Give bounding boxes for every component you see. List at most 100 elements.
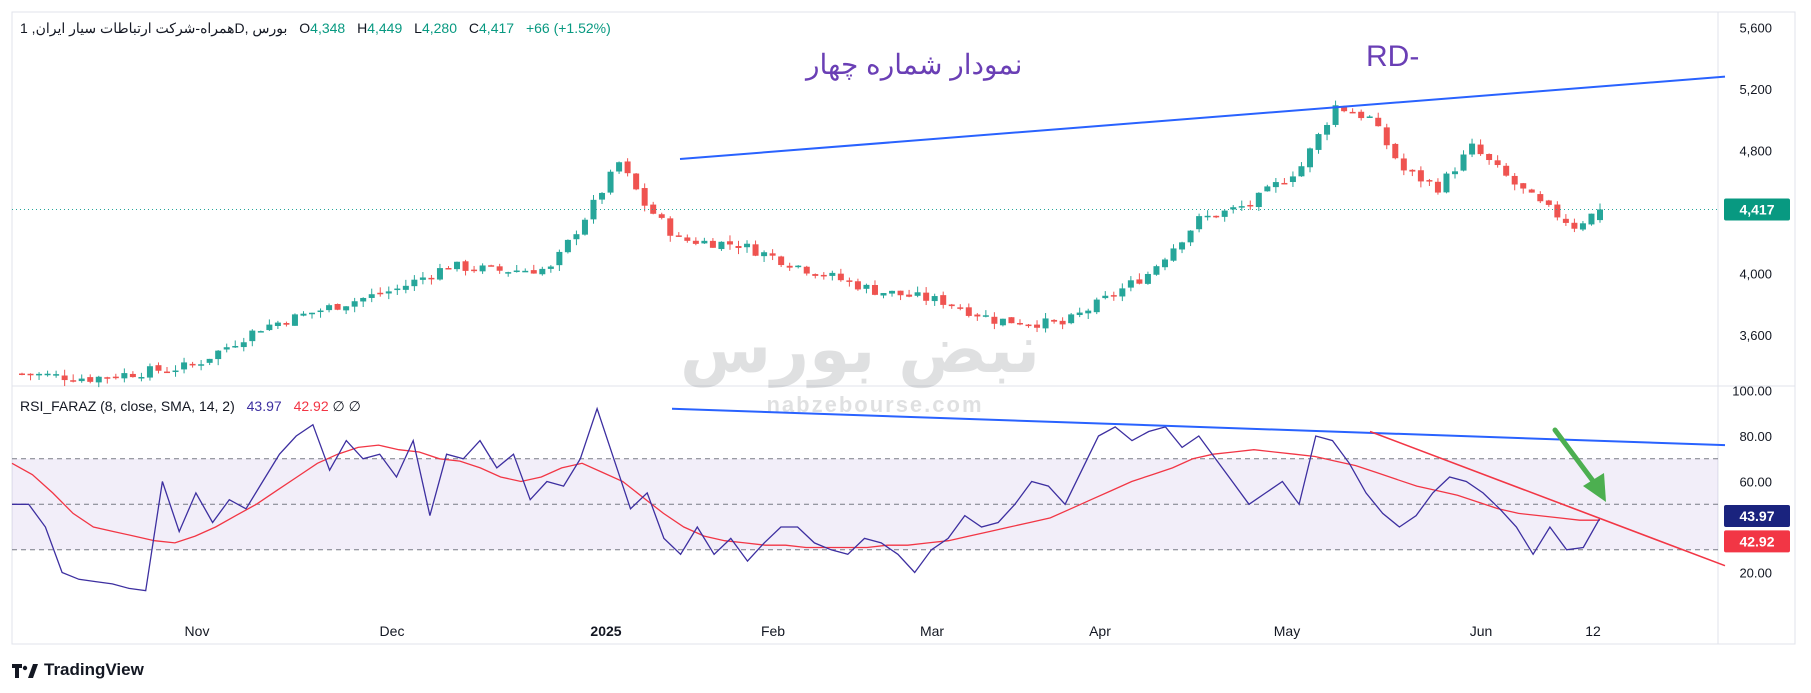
candle-body [547,266,554,269]
candle-body [999,318,1006,326]
candle-body [1230,207,1237,210]
candle-body [351,301,358,307]
candle [206,358,213,366]
candle-body [846,280,853,282]
candle [786,262,793,271]
candle-body [837,273,844,281]
candle [1400,153,1407,176]
candle [667,216,674,242]
candle [914,286,921,298]
candle [1221,209,1228,222]
candle [215,350,222,366]
candle [513,264,520,273]
candle-body [1511,175,1518,185]
candle [1264,184,1271,192]
candle-body [394,288,401,291]
candle-body [1161,259,1168,268]
candle [1247,200,1254,210]
candle-body [138,377,145,379]
ohlc-legend: همراه-شرکت ارتباطات سیار ایران, 1D, بورس… [20,20,611,37]
candle-body [1068,314,1075,324]
candle [1136,273,1143,285]
candle-body [1136,279,1143,284]
candle-body [198,364,205,366]
rsi-value-badge [1724,504,1790,527]
candle-body [1409,169,1416,172]
candle-body [326,305,333,311]
candle-body [795,265,802,268]
candle-body [266,324,273,331]
time-tick-label: 2025 [590,623,621,639]
candle-body [923,292,930,301]
candle-body [1528,189,1535,193]
candle [44,370,51,377]
candle-body [607,171,614,193]
rsi-trendline-red [1369,430,1726,567]
symbol-title[interactable]: همراه-شرکت ارتباطات سیار ایران, 1D, بورس [20,20,288,36]
candle-body [104,377,111,379]
candle [181,357,188,374]
candle-body [1247,204,1254,207]
candle-body [1025,324,1032,327]
candle-body [189,363,196,366]
candle-body [1144,273,1151,284]
candle [624,158,631,177]
candle-body [1545,200,1552,205]
candle-body [556,251,563,266]
candle [650,201,657,215]
candle-body [488,265,495,267]
candle-body [1443,173,1450,193]
candle-body [496,266,503,271]
candle-body [1034,324,1041,328]
high-key: H [357,20,368,36]
candle [240,337,247,352]
candle [53,370,60,378]
time-tick-label: Feb [761,623,785,639]
candle-body [718,241,725,250]
indicator-label[interactable]: RSI_FARAZ (8, close, SMA, 14, 2) [20,398,235,414]
candle [906,289,913,298]
candle [1528,188,1535,193]
candle-body [291,314,298,326]
candle-body [1204,215,1211,218]
candle [1161,257,1168,271]
candle-body [129,373,136,378]
candle [1358,109,1365,121]
candle-body [223,347,230,350]
candle [1554,201,1561,221]
candle [198,360,205,371]
candle-body [803,266,810,274]
candle [581,217,588,236]
candle-body [1255,192,1262,208]
tradingview-logo[interactable]: TradingView [12,660,144,680]
candle [121,368,128,383]
candle-body [1358,111,1365,119]
candle-body [1349,111,1356,114]
candle-body [240,342,247,348]
candle-body [1153,266,1160,275]
candle-body [1110,295,1117,297]
candle [266,319,273,331]
candle [692,237,699,246]
candle [590,194,597,224]
open-key: O [299,20,311,36]
candle [1230,205,1237,214]
candle-body [658,214,665,218]
candle-body [940,295,947,305]
candle-body [454,261,461,270]
last-price-badge [1724,198,1790,221]
candle [1571,218,1578,233]
candle-body [752,244,759,256]
rsi-badge-label: 43.97 [1739,508,1774,524]
candle [880,293,887,299]
candle-body [479,265,486,272]
rsi-tick-label: 60.00 [1739,475,1772,490]
candle [991,312,998,330]
candle [27,373,34,381]
candle [556,249,563,271]
candle [411,275,418,291]
candle [189,361,196,368]
candle-body [1588,213,1595,225]
candle-body [778,256,785,266]
